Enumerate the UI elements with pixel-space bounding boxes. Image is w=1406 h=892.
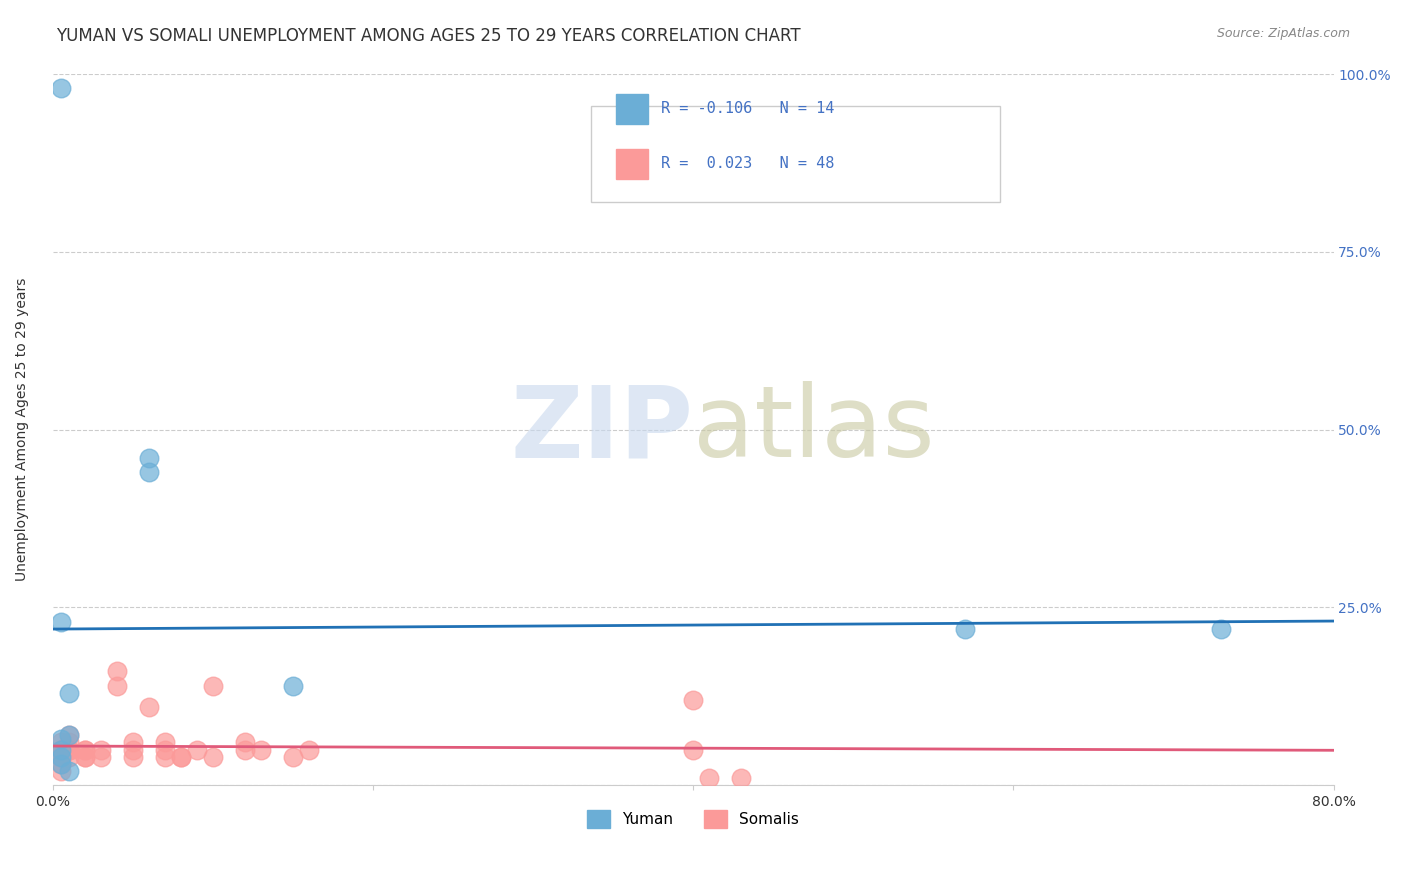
Point xyxy=(697,771,720,785)
Point xyxy=(201,679,224,693)
Point xyxy=(1211,622,1233,636)
Point xyxy=(105,679,128,693)
FancyBboxPatch shape xyxy=(616,94,648,124)
Point xyxy=(49,742,72,756)
Text: R = -0.106   N = 14: R = -0.106 N = 14 xyxy=(661,102,834,116)
Point xyxy=(58,742,80,756)
Point xyxy=(153,735,176,749)
Point xyxy=(49,764,72,778)
Point xyxy=(730,771,752,785)
Point xyxy=(73,742,96,756)
Point xyxy=(49,731,72,746)
Point xyxy=(281,749,304,764)
Legend: Yuman, Somalis: Yuman, Somalis xyxy=(581,804,806,834)
Point xyxy=(138,699,160,714)
Point xyxy=(121,742,143,756)
Point xyxy=(90,742,112,756)
Point xyxy=(58,742,80,756)
Point xyxy=(138,465,160,479)
Point xyxy=(170,749,193,764)
Point xyxy=(49,749,72,764)
Point xyxy=(281,679,304,693)
Point xyxy=(233,735,256,749)
Point xyxy=(201,749,224,764)
Point xyxy=(49,742,72,756)
Point xyxy=(682,742,704,756)
Point xyxy=(90,749,112,764)
Point xyxy=(121,735,143,749)
Point xyxy=(58,686,80,700)
Point xyxy=(121,749,143,764)
Point xyxy=(49,81,72,95)
Point xyxy=(73,749,96,764)
Point xyxy=(58,764,80,778)
FancyBboxPatch shape xyxy=(616,149,648,178)
Point xyxy=(58,735,80,749)
Point xyxy=(49,735,72,749)
Point xyxy=(58,742,80,756)
Y-axis label: Unemployment Among Ages 25 to 29 years: Unemployment Among Ages 25 to 29 years xyxy=(15,278,30,582)
Point xyxy=(153,749,176,764)
Point xyxy=(58,728,80,742)
Point xyxy=(58,742,80,756)
Point xyxy=(49,756,72,771)
Text: Source: ZipAtlas.com: Source: ZipAtlas.com xyxy=(1216,27,1350,40)
Point xyxy=(49,742,72,756)
Point xyxy=(105,665,128,679)
Point xyxy=(955,622,977,636)
Point xyxy=(153,742,176,756)
Point xyxy=(49,615,72,629)
Point xyxy=(73,742,96,756)
Point xyxy=(682,692,704,706)
Point xyxy=(49,749,72,764)
Point xyxy=(49,749,72,764)
Point xyxy=(298,742,321,756)
Text: YUMAN VS SOMALI UNEMPLOYMENT AMONG AGES 25 TO 29 YEARS CORRELATION CHART: YUMAN VS SOMALI UNEMPLOYMENT AMONG AGES … xyxy=(56,27,801,45)
Point xyxy=(49,742,72,756)
Point xyxy=(73,749,96,764)
Point xyxy=(58,749,80,764)
Point xyxy=(233,742,256,756)
Point xyxy=(49,749,72,764)
Point xyxy=(138,450,160,465)
Point xyxy=(49,756,72,771)
Text: R =  0.023   N = 48: R = 0.023 N = 48 xyxy=(661,156,834,171)
Point xyxy=(170,749,193,764)
Point xyxy=(49,749,72,764)
Point xyxy=(186,742,208,756)
Point xyxy=(49,749,72,764)
Text: atlas: atlas xyxy=(693,381,935,478)
Point xyxy=(249,742,271,756)
Point xyxy=(58,728,80,742)
Text: ZIP: ZIP xyxy=(510,381,693,478)
Point xyxy=(49,742,72,756)
FancyBboxPatch shape xyxy=(591,106,1001,202)
